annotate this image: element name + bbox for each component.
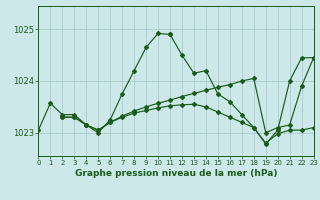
X-axis label: Graphe pression niveau de la mer (hPa): Graphe pression niveau de la mer (hPa) (75, 169, 277, 178)
